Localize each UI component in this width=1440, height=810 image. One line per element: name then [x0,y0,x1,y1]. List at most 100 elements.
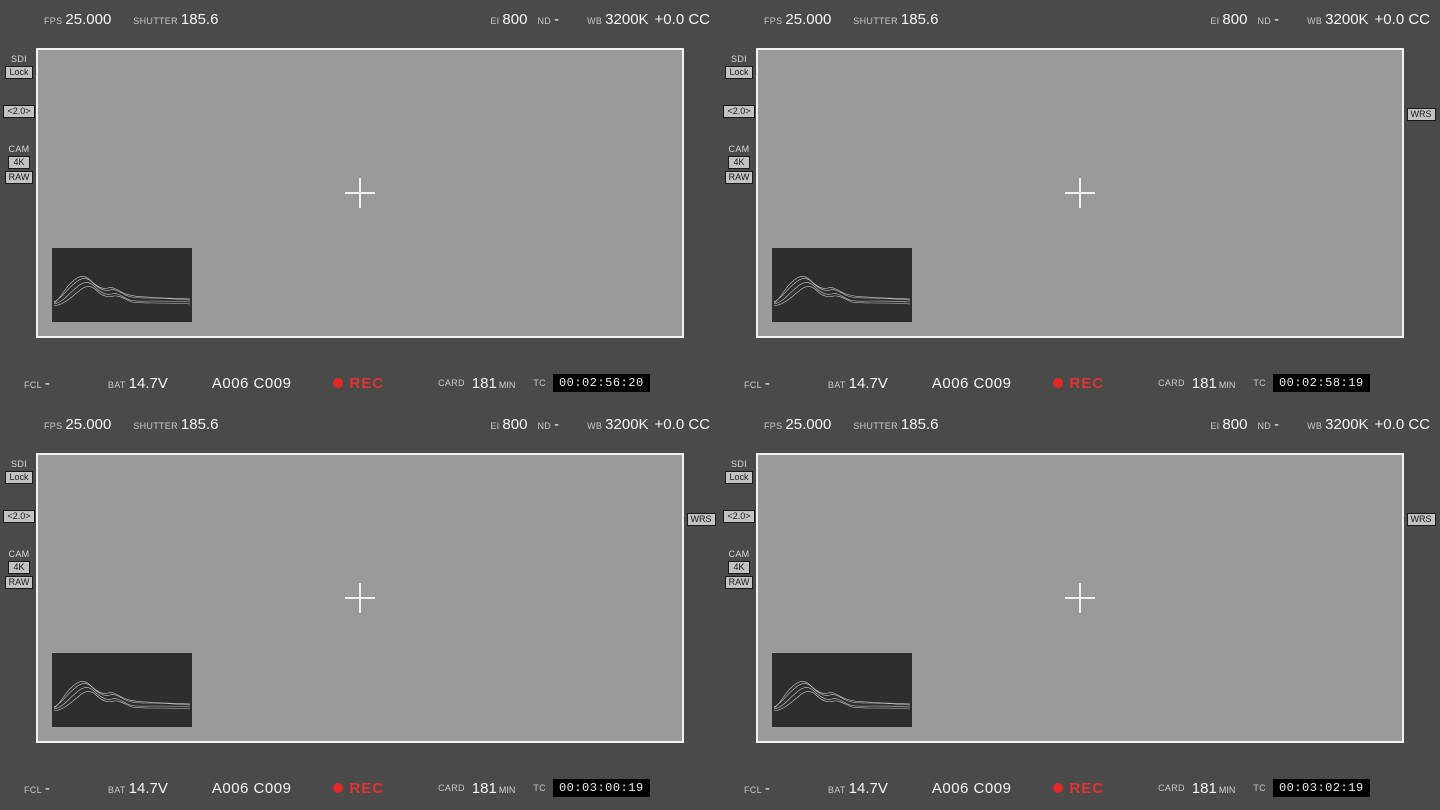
crosshair-icon [345,178,375,208]
nd-label: ND [537,16,551,26]
bat-label: BAT [108,380,126,390]
bat-label: BAT [828,380,846,390]
fps-label: FPS [44,16,62,26]
bat-label: BAT [108,785,126,795]
tc-label: TC [533,783,546,793]
shutter-label: SHUTTER [133,16,178,26]
codec-badge: RAW [725,171,754,184]
cam-label: CAM [729,144,750,154]
wb-label: WB [1307,421,1322,431]
cc-value: +0.0 CC [655,11,710,28]
waveform-monitor [772,653,912,727]
bat-value: 14.7V [129,375,168,392]
shutter-value: 185.6 [901,416,939,433]
card-value: 181 [1192,375,1217,392]
rec-indicator: REC [1053,375,1104,392]
bottom-status-row: FCL- BAT14.7V A006 C009 REC CARD 181MIN … [0,776,720,800]
rec-indicator: REC [333,780,384,797]
wb-label: WB [587,16,602,26]
lock-badge: Lock [5,471,32,484]
top-status-row: FPS25.000 SHUTTER185.6 EI800 ND- WB3200K… [720,8,1440,30]
fps-label: FPS [764,16,782,26]
bottom-status-row: FCL- BAT14.7V A006 C009 REC CARD 181MIN … [720,776,1440,800]
clip-value: A006 C009 [932,780,1012,797]
fps-label: FPS [44,421,62,431]
sdi-label: SDI [11,54,27,64]
right-badge-column: WRS [1406,108,1436,121]
left-badge-column: SDI Lock <2.0> CAM 4K RAW [724,459,754,589]
tc-label: TC [533,378,546,388]
card-label: CARD [438,783,465,793]
rec-text: REC [1069,780,1104,797]
fps-value: 25.000 [785,416,831,433]
cc-value: +0.0 CC [1375,11,1430,28]
card-min-unit: MIN [1219,380,1236,390]
ei-label: EI [490,16,499,26]
shutter-value: 185.6 [181,11,219,28]
fcl-label: FCL [24,785,42,795]
card-value: 181 [472,780,497,797]
shutter-value: 185.6 [181,416,219,433]
tc-value: 00:02:56:20 [553,374,650,392]
right-badge-column: WRS [686,513,716,526]
fcl-label: FCL [744,785,762,795]
sdi-label: SDI [11,459,27,469]
cam-label: CAM [9,549,30,559]
fcl-value: - [765,780,770,797]
card-min-unit: MIN [1219,785,1236,795]
waveform-monitor [52,653,192,727]
nd-label: ND [1257,421,1271,431]
clip-value: A006 C009 [212,780,292,797]
wb-value: 3200K [1325,416,1368,433]
resolution-badge: 4K [8,561,30,574]
nd-value: - [1274,11,1279,28]
fcl-value: - [45,375,50,392]
rec-dot-icon [1053,378,1063,388]
wb-label: WB [1307,16,1322,26]
wb-label: WB [587,421,602,431]
tc-value: 00:02:58:19 [1273,374,1370,392]
fcl-value: - [45,780,50,797]
sdi-label: SDI [731,459,747,469]
monitor-panel: FPS25.000 SHUTTER185.6 EI800 ND- WB3200K… [0,405,720,810]
wb-value: 3200K [605,416,648,433]
ei-value: 800 [1222,416,1247,433]
codec-badge: RAW [5,171,34,184]
cc-value: +0.0 CC [655,416,710,433]
clip-value: A006 C009 [212,375,292,392]
cc-value: +0.0 CC [1375,416,1430,433]
exposure-badge: <2.0> [3,510,34,523]
lock-badge: Lock [5,66,32,79]
resolution-badge: 4K [728,156,750,169]
wrs-badge: WRS [1407,513,1436,526]
wrs-badge: WRS [687,513,716,526]
cam-label: CAM [729,549,750,559]
bottom-status-row: FCL- BAT14.7V A006 C009 REC CARD 181MIN … [0,371,720,395]
tc-label: TC [1253,378,1266,388]
card-label: CARD [1158,783,1185,793]
nd-value: - [1274,416,1279,433]
crosshair-icon [1065,583,1095,613]
wb-value: 3200K [1325,11,1368,28]
video-viewport [756,453,1404,743]
fps-value: 25.000 [785,11,831,28]
shutter-label: SHUTTER [853,421,898,431]
ei-value: 800 [502,11,527,28]
resolution-badge: 4K [8,156,30,169]
resolution-badge: 4K [728,561,750,574]
card-value: 181 [472,375,497,392]
exposure-badge: <2.0> [3,105,34,118]
rec-text: REC [349,375,384,392]
right-badge-column: WRS [686,108,716,121]
clip-value: A006 C009 [932,375,1012,392]
ei-value: 800 [502,416,527,433]
card-min-unit: MIN [499,380,516,390]
shutter-label: SHUTTER [853,16,898,26]
left-badge-column: SDI Lock <2.0> CAM 4K RAW [4,54,34,184]
bat-value: 14.7V [129,780,168,797]
rec-text: REC [349,780,384,797]
nd-value: - [554,11,559,28]
right-badge-column: WRS [1406,513,1436,526]
codec-badge: RAW [725,576,754,589]
nd-value: - [554,416,559,433]
